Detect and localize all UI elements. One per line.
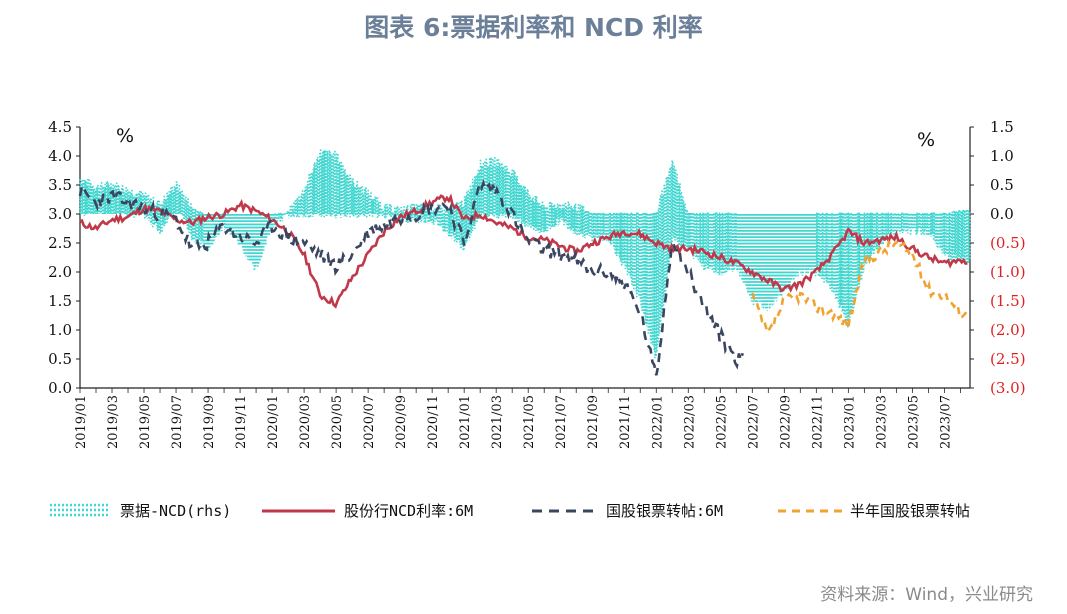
series-spread [79,149,971,359]
legend-label-halfyear: 半年国股银票转帖 [850,502,970,520]
right-tick-label: 1.5 [990,118,1014,136]
x-tick-label: 2022/05 [714,395,729,449]
x-tick-label: 2021/01 [458,395,473,449]
x-tick-label: 2020/05 [330,395,345,449]
x-tick-label: 2020/09 [394,395,409,449]
right-tick-labels: 1.5 1.0 0.5 0.0 (0.5) (1.0) (1.5) (2.0) (2.5) (3.… [970,118,1026,397]
left-tick-label: 3.5 [48,176,72,194]
right-tick-label: 0.0 [990,205,1014,223]
x-tick-label: 2022/09 [778,395,793,449]
x-tick-label: 2023/03 [874,395,889,449]
legend-label-spread: 票据-NCD(rhs) [120,502,231,520]
x-tick-label: 2021/03 [490,395,505,449]
left-tick-label: 2.5 [48,234,72,252]
x-tick-label: 2020/11 [426,395,441,449]
chart-svg: 4.5 4.0 3.5 3.0 2.5 2.0 1.5 1.0 0.5 0.0 1.5 1.0 0.5… [48,118,1026,520]
x-tick-labels: 2019/01 2019/03 2019/05 2019/07 2019/09 2019/… [74,388,961,449]
x-tick-label: 2020/01 [266,395,281,449]
right-tick-label: 0.5 [990,176,1014,194]
x-tick-label: 2022/01 [650,395,665,449]
x-tick-label: 2021/09 [586,395,601,449]
right-tick-label: (0.5) [990,234,1026,252]
right-unit-label: % [917,129,935,151]
chart-title: 图表 6:票据利率和 NCD 利率 [364,13,703,42]
x-tick-label: 2021/05 [522,395,537,449]
x-tick-label: 2023/07 [938,395,953,449]
left-tick-label: 3.0 [48,205,72,223]
x-tick-label: 2022/07 [746,395,761,449]
source-note: 资料来源：Wind，兴业研究 [820,585,1033,605]
x-tick-label: 2023/01 [842,395,857,449]
left-tick-label: 1.5 [48,292,72,310]
left-unit-label: % [116,125,134,147]
left-tick-label: 4.0 [48,147,72,165]
x-tick-label: 2023/05 [906,395,921,449]
right-tick-label: 1.0 [990,147,1014,165]
x-tick-label: 2021/07 [554,395,569,449]
legend: 票据-NCD(rhs) 股份行NCD利率:6M 国股银票转帖:6M 半年国股银票转帖 [50,502,970,520]
legend-label-ncd: 股份行NCD利率:6M [344,502,473,520]
x-tick-label: 2022/11 [810,395,825,449]
left-tick-label: 1.0 [48,321,72,339]
legend-label-bill6m: 国股银票转帖:6M [606,502,723,520]
left-tick-label: 0.0 [48,379,72,397]
right-tick-label: (2.5) [990,350,1026,368]
left-tick-label: 0.5 [48,350,72,368]
x-tick-label: 2019/03 [106,395,121,449]
series-halfyear-line [751,239,969,336]
right-tick-label: (1.0) [990,263,1026,281]
left-tick-label: 4.5 [48,118,72,136]
series-layer [78,149,971,376]
series-bill6m-line [78,179,744,376]
x-tick-label: 2019/07 [170,395,185,449]
x-tick-label: 2020/03 [298,395,313,449]
x-tick-label: 2019/01 [74,395,89,449]
x-tick-label: 2022/03 [682,395,697,449]
right-tick-label: (1.5) [990,292,1026,310]
left-tick-label: 2.0 [48,263,72,281]
right-tick-label: (2.0) [990,321,1026,339]
plot-area [79,127,971,389]
left-tick-labels: 4.5 4.0 3.5 3.0 2.5 2.0 1.5 1.0 0.5 0.0 [48,118,80,397]
series-ncd-line [79,193,968,309]
x-tick-label: 2019/05 [138,395,153,449]
x-tick-label: 2020/07 [362,395,377,449]
x-tick-label: 2019/11 [234,395,249,449]
x-tick-label: 2019/09 [202,395,217,449]
right-tick-label: (3.0) [990,379,1026,397]
x-tick-label: 2021/11 [618,395,633,449]
